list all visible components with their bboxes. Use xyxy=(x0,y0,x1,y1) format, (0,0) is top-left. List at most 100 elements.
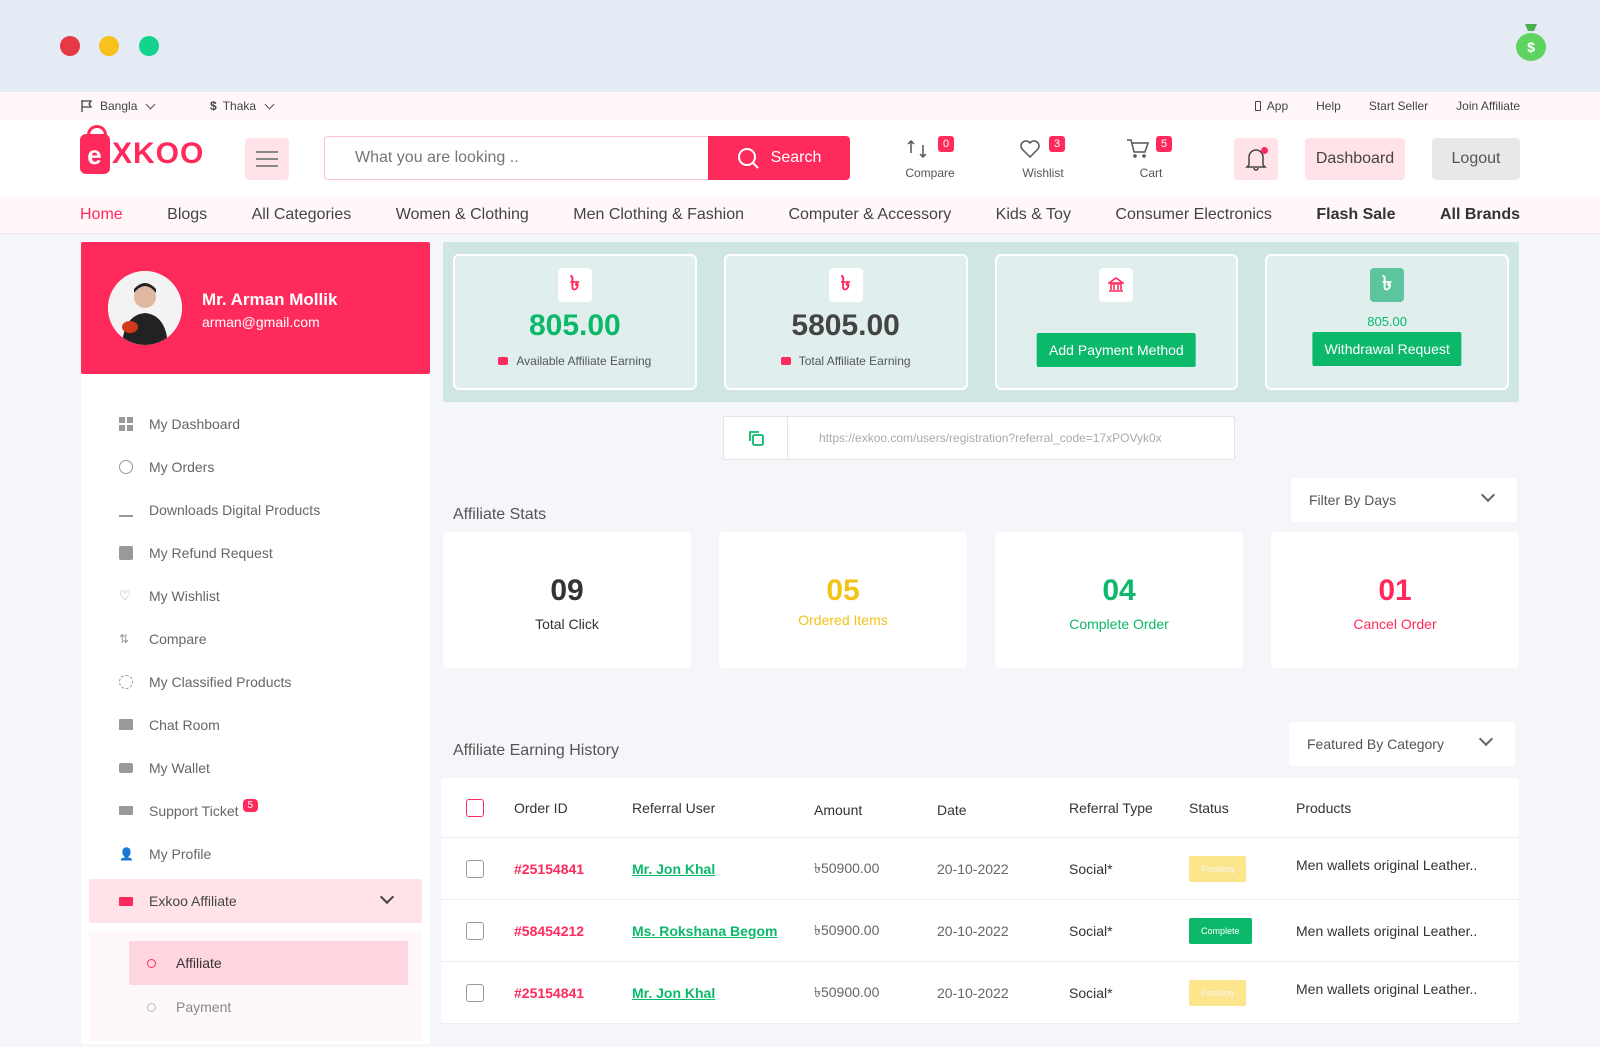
sidebar-item-profile[interactable]: 👤 My Profile xyxy=(119,845,212,862)
col-amount: Amount xyxy=(814,801,863,818)
copy-button[interactable] xyxy=(724,417,788,459)
menu-toggle-button[interactable] xyxy=(245,138,289,180)
nav-all-categories[interactable]: All Categories xyxy=(251,205,352,223)
sidebar-item-classified[interactable]: My Classified Products xyxy=(81,660,430,703)
compare-icon: ⇅ xyxy=(119,631,130,646)
logout-button[interactable]: Logout xyxy=(1432,138,1520,180)
currency-select[interactable]: $ Thaka xyxy=(210,99,275,113)
compare-link[interactable]: 0 Compare xyxy=(900,134,960,180)
sidebar-item-wallet[interactable]: My Wallet xyxy=(81,746,430,789)
payment-method-card: Add Payment Method xyxy=(994,254,1239,390)
stat-label: Complete Order xyxy=(1069,616,1169,632)
row-checkbox[interactable] xyxy=(466,983,484,1002)
featured-by-category-select[interactable]: Featured By Category xyxy=(1289,722,1515,766)
available-amount: 805.00 xyxy=(528,309,621,342)
minimize-window-dot[interactable] xyxy=(99,36,119,56)
referral-type: Social* xyxy=(1069,860,1113,877)
top-bar: Bangla $ Thaka App Help Start Seller Joi… xyxy=(0,92,1600,120)
sidebar-item-affiliate[interactable]: Exkoo Affiliate xyxy=(89,879,422,923)
sidebar-item-compare[interactable]: ⇅ Compare xyxy=(119,630,207,647)
taka-icon: ৳ xyxy=(828,268,863,302)
stat-label: Total Click xyxy=(535,616,599,632)
cart-link[interactable]: 5 Cart xyxy=(1126,134,1176,180)
join-affiliate-link[interactable]: Join Affiliate xyxy=(1456,99,1520,113)
chevron-down-icon xyxy=(1480,487,1496,503)
add-payment-method-button[interactable]: Add Payment Method xyxy=(1037,333,1196,367)
sidebar-item-orders[interactable]: My Orders xyxy=(81,445,430,488)
amount: ৳50900.00 xyxy=(814,921,880,938)
nav-women-clothing[interactable]: Women & Clothing xyxy=(395,205,529,223)
date: 20-10-2022 xyxy=(937,922,1009,939)
nav-blogs[interactable]: Blogs xyxy=(167,205,208,223)
stat-value: 05 xyxy=(826,574,860,607)
row-checkbox[interactable] xyxy=(466,859,484,878)
notification-button[interactable] xyxy=(1234,138,1278,180)
sidebar-item-chat[interactable]: Chat Room xyxy=(81,703,430,746)
language-select[interactable]: Bangla xyxy=(80,99,200,113)
chat-icon xyxy=(119,719,133,730)
chevron-down-icon xyxy=(379,889,395,905)
search-bar: Search xyxy=(324,136,850,180)
submenu-affiliate[interactable]: Affiliate xyxy=(129,941,408,985)
earning-cards: ৳ 805.00 Available Affiliate Earning ৳ 5… xyxy=(443,242,1519,402)
chevron-down-icon xyxy=(264,99,275,109)
sidebar-item-downloads[interactable]: Downloads Digital Products xyxy=(81,488,430,531)
nav-home[interactable]: Home xyxy=(80,205,123,223)
notification-dot xyxy=(1261,147,1268,154)
heart-icon xyxy=(1020,140,1040,159)
filter-by-days-select[interactable]: Filter By Days xyxy=(1291,478,1517,522)
wallet-icon xyxy=(780,357,791,365)
maximize-window-dot[interactable] xyxy=(139,36,159,56)
sidebar: Mr. Arman Mollik arman@gmail.com My Dash… xyxy=(81,242,430,1044)
withdrawal-request-button[interactable]: Withdrawal Request xyxy=(1312,332,1462,366)
referral-user-link[interactable]: Mr. Jon Khal xyxy=(632,860,716,877)
referral-user-link[interactable]: Ms. Rokshana Begom xyxy=(632,922,778,939)
product-name: Men wallets original Leather.. xyxy=(1296,856,1478,873)
heart-icon: ♡ xyxy=(119,587,131,603)
shopping-bag-icon: e xyxy=(80,125,110,174)
select-all-checkbox[interactable] xyxy=(466,798,484,817)
search-input[interactable] xyxy=(355,149,695,167)
col-status: Status xyxy=(1189,799,1229,816)
sidebar-menu: My Dashboard My Orders Downloads Digital… xyxy=(81,374,430,1044)
affiliate-stats-title: Affiliate Stats xyxy=(453,506,547,523)
help-link[interactable]: Help xyxy=(1316,99,1341,113)
close-window-dot[interactable] xyxy=(60,36,80,56)
nav-kids-toy[interactable]: Kids & Toy xyxy=(995,205,1071,223)
app-link[interactable]: App xyxy=(1254,99,1288,113)
order-id-link[interactable]: #25154841 xyxy=(514,860,585,877)
submenu-payment[interactable]: Payment xyxy=(129,985,408,1029)
status-badge: Complete xyxy=(1189,917,1252,944)
profile-email: arman@gmail.com xyxy=(202,314,320,330)
stat-label: Cancel Order xyxy=(1353,616,1437,632)
nav-computer-accessory[interactable]: Computer & Accessory xyxy=(788,205,952,223)
nav-flash-sale[interactable]: Flash Sale xyxy=(1316,205,1396,223)
bank-icon xyxy=(1099,268,1134,302)
order-id-link[interactable]: #58454212 xyxy=(514,922,585,939)
product-name: Men wallets original Leather.. xyxy=(1296,922,1478,939)
available-label: Available Affiliate Earning xyxy=(516,354,652,368)
withdraw-amount: 805.00 xyxy=(1367,314,1407,329)
sidebar-item-refund[interactable]: My Refund Request xyxy=(81,531,430,574)
sidebar-item-dashboard[interactable]: My Dashboard xyxy=(81,402,430,445)
row-checkbox[interactable] xyxy=(466,921,484,940)
currency-label: Thaka xyxy=(222,99,257,113)
start-seller-link[interactable]: Start Seller xyxy=(1368,99,1429,113)
sidebar-item-support[interactable]: Support Ticket 5 xyxy=(81,789,430,832)
wishlist-link[interactable]: 3 Wishlist xyxy=(1013,134,1073,180)
logo[interactable]: e XKOO xyxy=(80,125,204,174)
order-id-link[interactable]: #25154841 xyxy=(514,984,585,1001)
nav-consumer-electronics[interactable]: Consumer Electronics xyxy=(1115,205,1272,223)
dashboard-button[interactable]: Dashboard xyxy=(1305,138,1405,180)
stats-row: 09 Total Click 05 Ordered Items 04 Complete… xyxy=(443,532,1519,668)
amount: ৳50900.00 xyxy=(814,859,880,876)
sidebar-item-wishlist[interactable]: ♡ My Wishlist xyxy=(119,587,220,604)
earning-history-title: Affiliate Earning History xyxy=(453,742,619,759)
history-icon xyxy=(119,459,133,474)
nav-men-clothing[interactable]: Men Clothing & Fashion xyxy=(573,205,745,223)
search-button[interactable]: Search xyxy=(708,136,850,180)
referral-user-link[interactable]: Mr. Jon Khal xyxy=(632,984,716,1001)
stat-label: Ordered Items xyxy=(798,612,888,628)
nav-all-brands[interactable]: All Brands xyxy=(1439,205,1520,223)
referral-url[interactable]: https://exkoo.com/users/registration?ref… xyxy=(819,431,1162,445)
